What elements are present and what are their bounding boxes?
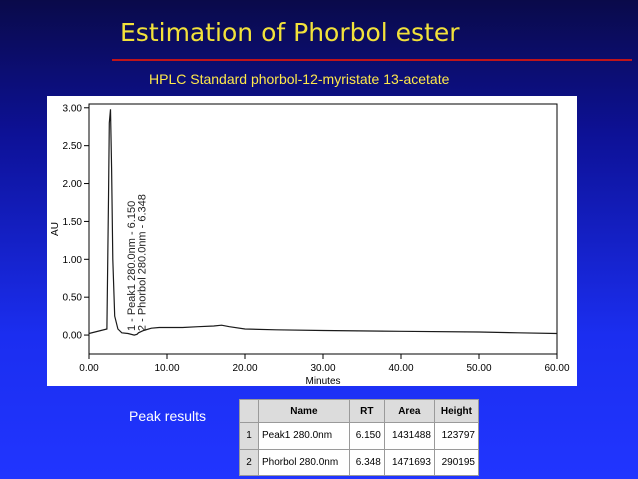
table-cell-rt: 6.348 — [348, 448, 385, 476]
y-tick-label: 3.00 — [63, 103, 83, 114]
peak-annotation: 2 - Phorbol 280.0nm - 6.348 — [137, 194, 149, 331]
table-cell-index: 1 — [239, 422, 259, 450]
table-cell-height: 123797 — [433, 422, 480, 450]
y-axis-label: AU — [50, 222, 61, 236]
y-tick-label: 0.50 — [63, 293, 83, 304]
table-cell-area: 1431488 — [383, 422, 435, 450]
table-cell-name: Peak1 280.0nm — [258, 422, 350, 450]
y-tick-label: 2.50 — [63, 141, 83, 152]
x-axis-label: Minutes — [305, 376, 340, 386]
table-cell-name: Phorbol 280.0nm — [258, 448, 350, 476]
chromatogram-chart: 0.00 10.00 20.00 30.00 40.00 50.00 60.00 0.00 0.… — [50, 103, 570, 386]
peak-annotation: 1 - Peak1 280.0nm - 6.150 — [126, 201, 138, 331]
peak-results-table: Name RT Area Height 1 Peak1 280.0nm 6.15… — [239, 399, 480, 476]
chromatogram-panel: 0.00 10.00 20.00 30.00 40.00 50.00 60.00 0.00 0.… — [47, 96, 577, 386]
table-header-name: Name — [258, 399, 350, 423]
table-header-height: Height — [433, 399, 480, 423]
slide-title: Estimation of Phorbol ester — [120, 18, 460, 47]
table-cell-area: 1471693 — [383, 448, 435, 476]
x-tick-label: 0.00 — [79, 363, 99, 374]
title-divider — [112, 59, 632, 61]
table-header-rt: RT — [348, 399, 385, 423]
table-cell-rt: 6.150 — [348, 422, 385, 450]
table-cell-height: 290195 — [433, 448, 480, 476]
x-tick-label: 30.00 — [310, 363, 335, 374]
table-row: 1 Peak1 280.0nm 6.150 1431488 123797 — [239, 422, 480, 450]
y-tick-label: 1.00 — [63, 255, 83, 266]
y-tick-label: 2.00 — [63, 179, 83, 190]
x-tick-label: 10.00 — [154, 363, 179, 374]
chromatogram-trace — [88, 109, 558, 336]
x-tick-label: 60.00 — [544, 363, 569, 374]
table-row: 2 Phorbol 280.0nm 6.348 1471693 290195 — [239, 448, 480, 476]
table-header-index — [239, 399, 259, 423]
x-tick-label: 50.00 — [466, 363, 491, 374]
plot-frame — [88, 103, 558, 355]
y-tick-label: 1.50 — [63, 217, 83, 228]
chart-subtitle: HPLC Standard phorbol-12-myristate 13-ac… — [149, 71, 450, 87]
peak-results-label: Peak results — [129, 408, 207, 424]
x-tick-label: 40.00 — [388, 363, 413, 374]
table-cell-index: 2 — [239, 448, 259, 476]
table-header-area: Area — [383, 399, 435, 423]
y-tick-label: 0.00 — [63, 331, 83, 342]
table-header-row: Name RT Area Height — [239, 399, 480, 423]
x-tick-label: 20.00 — [232, 363, 257, 374]
